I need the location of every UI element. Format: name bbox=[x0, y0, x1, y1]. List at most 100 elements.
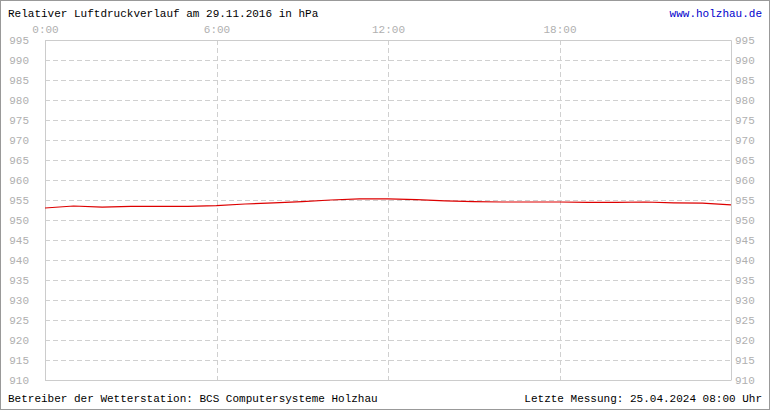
tick: 965 bbox=[9, 155, 45, 167]
footer-left: Betreiber der Wetterstation: BCS Compute… bbox=[8, 393, 378, 405]
tick: 950 bbox=[9, 215, 45, 227]
grid-line bbox=[560, 40, 561, 380]
tick: 12:00 bbox=[372, 24, 405, 40]
tick: 985 bbox=[731, 75, 755, 87]
tick: 995 bbox=[731, 35, 755, 47]
link: www.holzhau.de bbox=[670, 8, 762, 20]
tick: 925 bbox=[731, 315, 755, 327]
tick: 940 bbox=[9, 255, 45, 267]
tick-label: 940 bbox=[735, 255, 755, 267]
tick: 910 bbox=[731, 375, 755, 387]
tick-label: 985 bbox=[9, 75, 29, 87]
tick-label: 6:00 bbox=[204, 24, 230, 36]
grid-line bbox=[45, 40, 731, 41]
axis: 910 915 920 925 930 935 940 945 950 955 960 965 970 9… bbox=[9, 35, 45, 387]
tick: 925 bbox=[9, 315, 45, 327]
tick-label: 0:00 bbox=[32, 24, 58, 36]
border bbox=[1, 1, 770, 410]
tick: 920 bbox=[9, 335, 45, 347]
tick-label: 975 bbox=[735, 115, 755, 127]
grid bbox=[45, 40, 731, 381]
tick-label: 980 bbox=[9, 95, 29, 107]
tick: 930 bbox=[9, 295, 45, 307]
tick: 930 bbox=[731, 295, 755, 307]
tick-label: 915 bbox=[9, 355, 29, 367]
axis-line bbox=[46, 40, 732, 41]
tick-label: 910 bbox=[735, 375, 755, 387]
tick-label: 990 bbox=[735, 55, 755, 67]
grid-line bbox=[45, 40, 46, 380]
tick-label: 915 bbox=[735, 355, 755, 367]
tick-label: 965 bbox=[9, 155, 29, 167]
tick: 980 bbox=[731, 95, 755, 107]
tick: 920 bbox=[731, 335, 755, 347]
tick-label: 920 bbox=[735, 335, 755, 347]
tick-label: 970 bbox=[9, 135, 29, 147]
tick: 985 bbox=[9, 75, 45, 87]
data-line bbox=[45, 199, 731, 208]
tick-label: 925 bbox=[9, 315, 29, 327]
tick: 960 bbox=[731, 175, 755, 187]
tick: 0:00 bbox=[32, 24, 58, 40]
tick-label: 940 bbox=[9, 255, 29, 267]
tick-label: 12:00 bbox=[372, 24, 405, 36]
title: Relativer Luftdruckverlauf am 29.11.2016… bbox=[8, 8, 319, 20]
tick-label: 985 bbox=[735, 75, 755, 87]
frame-line bbox=[45, 380, 731, 381]
tick: 915 bbox=[731, 355, 755, 367]
tick: 915 bbox=[9, 355, 45, 367]
tick-label: 930 bbox=[735, 295, 755, 307]
tick: 955 bbox=[731, 195, 755, 207]
tick: 945 bbox=[731, 235, 755, 247]
tick-label: 975 bbox=[9, 115, 29, 127]
tick: 970 bbox=[731, 135, 755, 147]
tick: 975 bbox=[731, 115, 755, 127]
tick: 940 bbox=[731, 255, 755, 267]
tick: 945 bbox=[9, 235, 45, 247]
tick-label: 935 bbox=[9, 275, 29, 287]
tick: 935 bbox=[731, 275, 755, 287]
tick-label: 970 bbox=[735, 135, 755, 147]
chart: 0:006:0012:0018:009109159209259309359409… bbox=[0, 0, 770, 410]
tick-label: 935 bbox=[735, 275, 755, 287]
tick: 955 bbox=[9, 195, 45, 207]
tick: 935 bbox=[9, 275, 45, 287]
tick-label: 955 bbox=[735, 195, 755, 207]
footer-right: Letzte Messung: 25.04.2024 08:00 Uhr bbox=[524, 393, 762, 405]
tick-label: 910 bbox=[9, 375, 29, 387]
tick: 950 bbox=[731, 215, 755, 227]
tick: 990 bbox=[9, 55, 45, 67]
tick-label: 960 bbox=[735, 175, 755, 187]
tick-label: 950 bbox=[9, 215, 29, 227]
axis-line bbox=[45, 41, 46, 381]
tick-label: 950 bbox=[735, 215, 755, 227]
grid-line bbox=[45, 380, 731, 381]
tick-label: 995 bbox=[735, 35, 755, 47]
tick-label: 990 bbox=[9, 55, 29, 67]
tick-label: 965 bbox=[735, 155, 755, 167]
plot-area bbox=[45, 199, 731, 208]
tick: 6:00 bbox=[204, 24, 230, 40]
tick-label: 945 bbox=[735, 235, 755, 247]
tick: 975 bbox=[9, 115, 45, 127]
tick-label: 930 bbox=[9, 295, 29, 307]
grid-line bbox=[217, 40, 218, 380]
axis-line bbox=[731, 41, 732, 381]
tick-label: 995 bbox=[9, 35, 29, 47]
tick-label: 945 bbox=[9, 235, 29, 247]
tick: 18:00 bbox=[543, 24, 576, 40]
tick: 995 bbox=[9, 35, 45, 47]
tick-label: 955 bbox=[9, 195, 29, 207]
tick-label: 920 bbox=[9, 335, 29, 347]
tick-label: 18:00 bbox=[543, 24, 576, 36]
grid-line bbox=[388, 40, 389, 380]
tick: 960 bbox=[9, 175, 45, 187]
tick: 990 bbox=[731, 55, 755, 67]
axis: 0:00 6:00 12:00 18:00 bbox=[32, 24, 731, 41]
axis: 910 915 920 925 930 935 940 945 950 955 960 965 970 9… bbox=[731, 35, 755, 387]
tick: 980 bbox=[9, 95, 45, 107]
tick-label: 980 bbox=[735, 95, 755, 107]
tick: 970 bbox=[9, 135, 45, 147]
tick: 910 bbox=[9, 375, 45, 387]
tick: 965 bbox=[731, 155, 755, 167]
